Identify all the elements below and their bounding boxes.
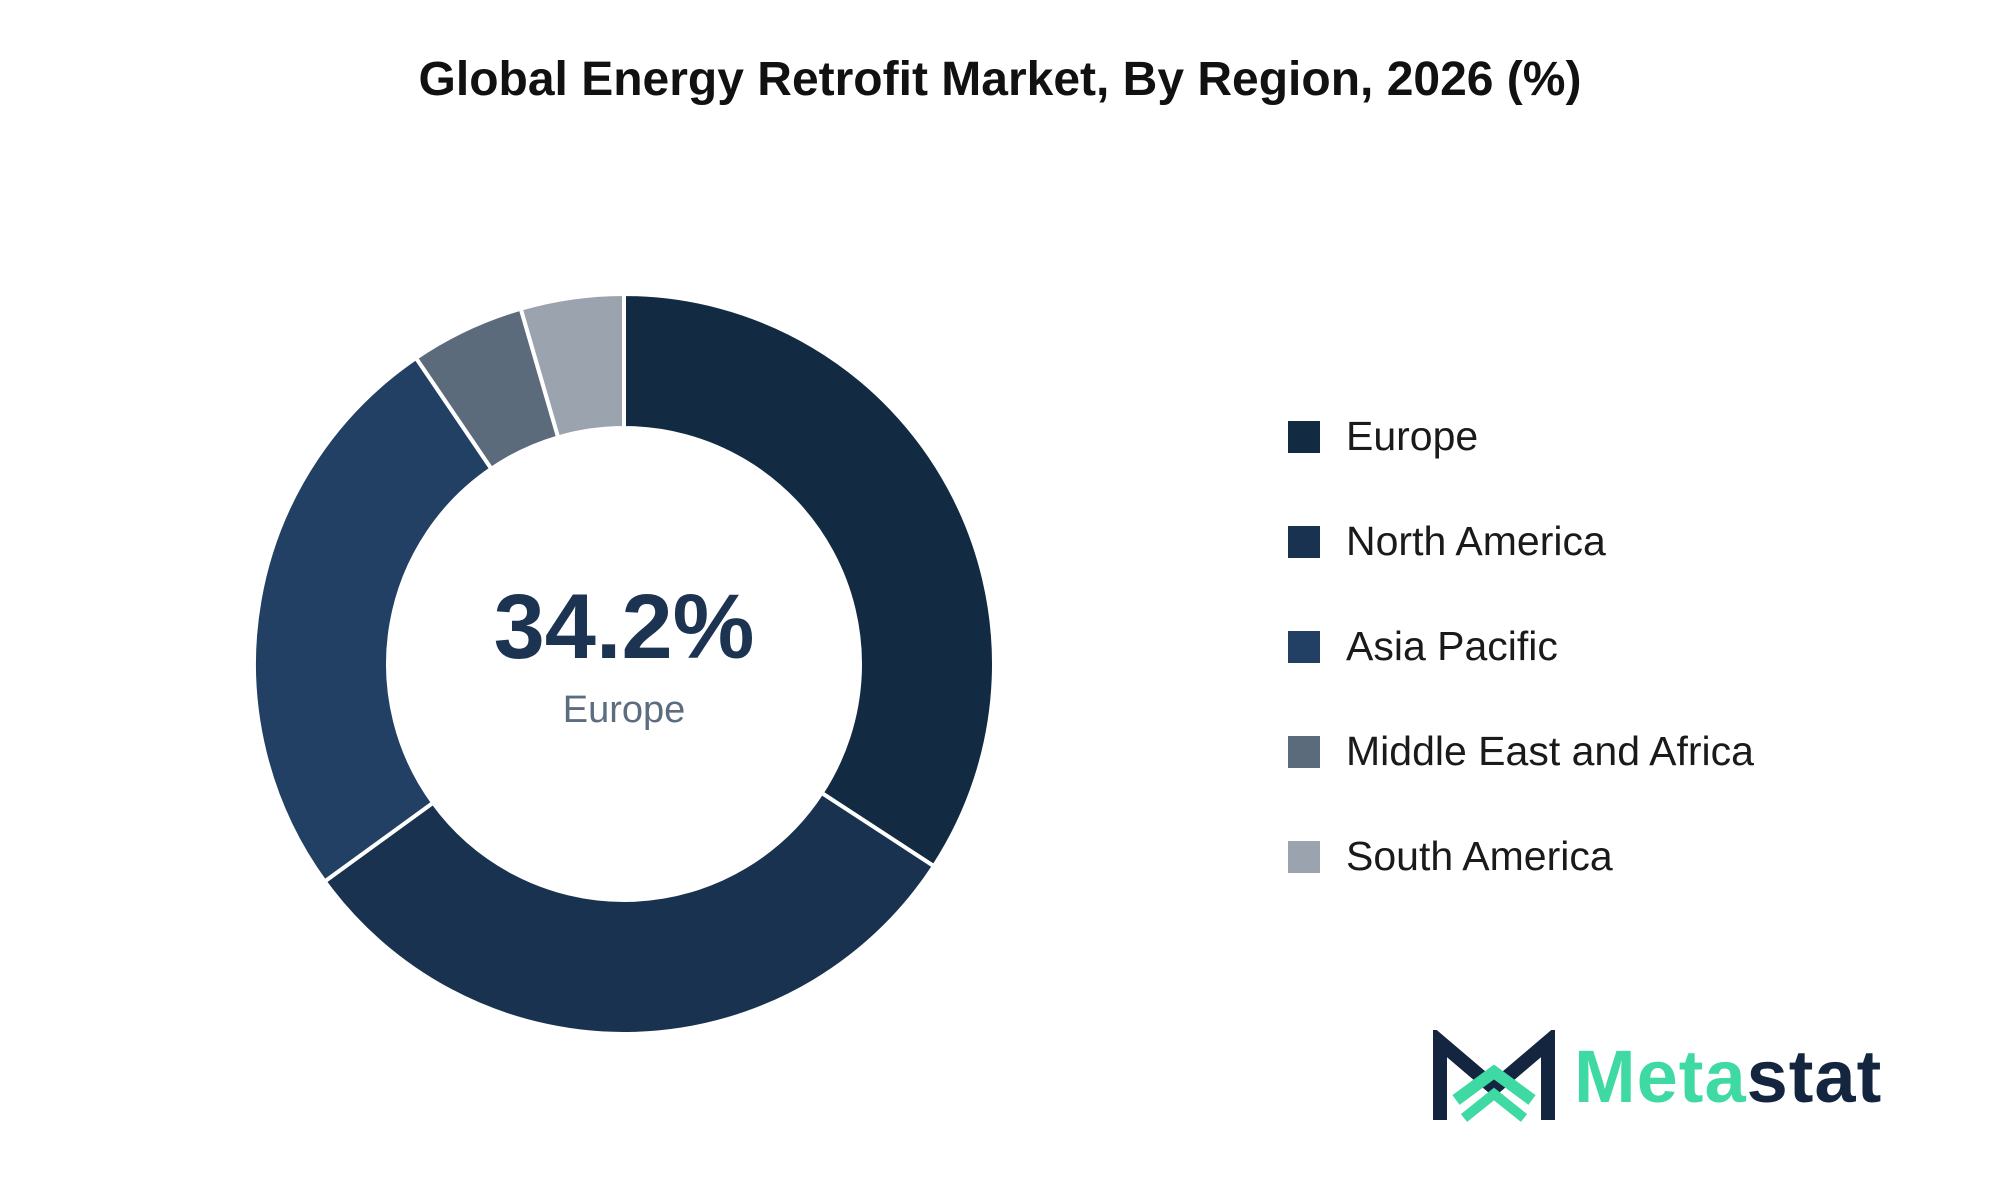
chart-title: Global Energy Retrofit Market, By Region… [418, 53, 1582, 106]
legend-label: North America [1346, 518, 1606, 564]
logo-text-meta: Meta [1574, 1034, 1747, 1118]
legend-item-north-america[interactable]: North America [1288, 489, 1754, 594]
logo-text-stat: stat [1746, 1034, 1883, 1118]
center-label: Europe [563, 689, 686, 731]
legend-item-europe[interactable]: Europe [1288, 384, 1754, 489]
legend-item-south-america[interactable]: South America [1288, 804, 1754, 909]
legend-item-middle-east-and-africa[interactable]: Middle East and Africa [1288, 699, 1754, 804]
legend-swatch [1288, 840, 1320, 873]
legend-label: Europe [1346, 413, 1479, 459]
legend-label: Middle East and Africa [1346, 728, 1754, 774]
center-value: 34.2% [494, 576, 755, 678]
slice-asia-pacific[interactable] [252, 355, 495, 885]
legend-swatch [1288, 735, 1320, 768]
metastat-logo: Metastat [1430, 1030, 1882, 1122]
legend-swatch [1288, 420, 1320, 453]
legend-label: Asia Pacific [1346, 623, 1558, 669]
slice-europe[interactable] [622, 291, 996, 869]
legend-swatch [1288, 630, 1320, 663]
legend: Europe North America Asia Pacific Middle Ea… [1288, 384, 1754, 909]
metastat-m-icon [1433, 1030, 1555, 1122]
legend-label: South America [1346, 833, 1613, 879]
legend-swatch [1288, 525, 1320, 558]
legend-item-asia-pacific[interactable]: Asia Pacific [1288, 594, 1754, 699]
slice-north-america[interactable] [321, 790, 937, 1036]
slice-south-america[interactable] [518, 291, 626, 440]
donut-slices [252, 291, 996, 1036]
